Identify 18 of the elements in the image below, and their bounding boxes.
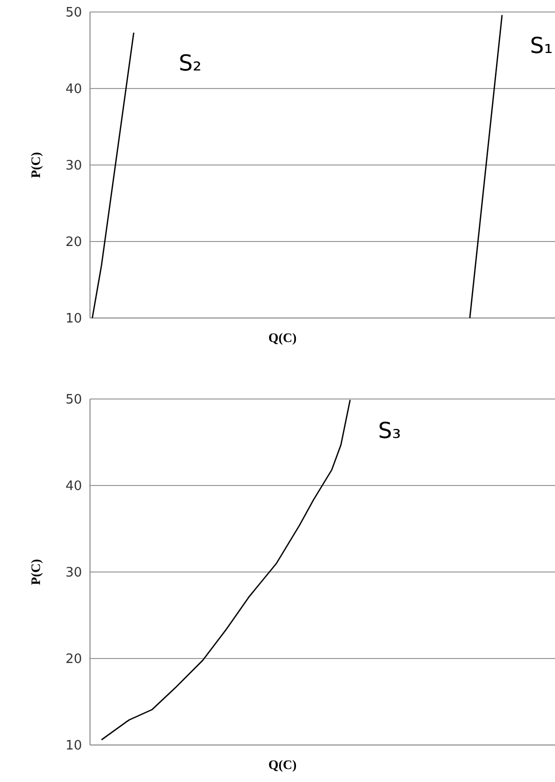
y-tick-label: 30 (65, 158, 82, 174)
y-tick-label: 30 (65, 566, 82, 581)
y-tick-label: 20 (65, 235, 82, 250)
x-axis-title: Q(C) (268, 757, 297, 772)
series-label: S₃ (378, 418, 401, 444)
y-tick-label: 50 (65, 6, 82, 21)
line-series (100, 399, 351, 740)
y-tick-label: 10 (65, 738, 82, 754)
y-tick-label: 10 (65, 312, 82, 327)
y-tick-label: 50 (65, 392, 82, 408)
y-axis-title: P(C) (28, 559, 43, 585)
y-tick-label: 40 (65, 82, 82, 98)
text: S₂ (178, 52, 202, 77)
y-tick-label: 20 (65, 652, 82, 668)
x-axis-title: Q(C) (268, 330, 297, 345)
y-axis-title: P(C) (28, 152, 43, 178)
series-label: S₁ (530, 34, 553, 60)
y-tick-label: 40 (65, 479, 82, 494)
